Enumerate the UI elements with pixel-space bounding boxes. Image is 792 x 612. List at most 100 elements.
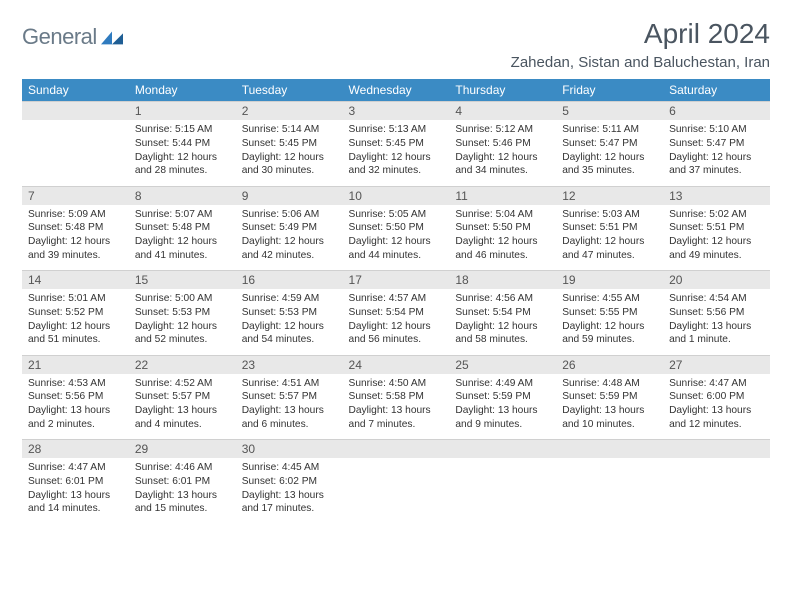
day-number-row: 282930 [22, 440, 770, 459]
weekday-header: Wednesday [343, 79, 450, 102]
day-detail-cell: Sunrise: 5:06 AMSunset: 5:49 PMDaylight:… [236, 205, 343, 271]
daylight-line: Daylight: 12 hours and 39 minutes. [28, 235, 123, 263]
sunrise-line: Sunrise: 4:45 AM [242, 461, 337, 475]
sunset-line: Sunset: 5:48 PM [135, 221, 230, 235]
sunset-line: Sunset: 6:02 PM [242, 475, 337, 489]
sunset-line: Sunset: 5:56 PM [669, 306, 764, 320]
day-detail-row: Sunrise: 5:15 AMSunset: 5:44 PM Daylight:… [22, 120, 770, 186]
sunrise-line: Sunrise: 4:46 AM [135, 461, 230, 475]
day-detail-row: Sunrise: 5:01 AMSunset: 5:52 PMDaylight:… [22, 289, 770, 355]
day-detail-cell: Sunrise: 4:47 AMSunset: 6:01 PMDaylight:… [22, 458, 129, 524]
day-detail-cell: Sunrise: 4:49 AMSunset: 5:59 PMDaylight:… [449, 374, 556, 440]
day-detail-cell: Sunrise: 4:55 AMSunset: 5:55 PMDaylight:… [556, 289, 663, 355]
day-number-cell: 13 [663, 186, 770, 205]
sunset-line: Sunset: 5:57 PM [242, 390, 337, 404]
daylight-line: Daylight: 12 hours and 46 minutes. [455, 235, 550, 263]
sunset-line: Sunset: 5:45 PM [349, 137, 444, 151]
sunset-line: Sunset: 5:54 PM [455, 306, 550, 320]
day-number-cell: 16 [236, 271, 343, 290]
sunrise-line: Sunrise: 4:59 AM [242, 292, 337, 306]
day-detail-cell [663, 458, 770, 524]
day-detail-cell: Sunrise: 4:54 AMSunset: 5:56 PMDaylight:… [663, 289, 770, 355]
daylight-line: Daylight: 12 hours and 34 minutes. [455, 151, 550, 179]
sunset-line: Sunset: 5:51 PM [669, 221, 764, 235]
day-number-row: 21222324252627 [22, 355, 770, 374]
day-detail-cell: Sunrise: 5:01 AMSunset: 5:52 PMDaylight:… [22, 289, 129, 355]
sunrise-line: Sunrise: 5:15 AM [135, 123, 230, 137]
sunset-line: Sunset: 6:01 PM [28, 475, 123, 489]
day-number-cell: 19 [556, 271, 663, 290]
sunrise-line: Sunrise: 4:54 AM [669, 292, 764, 306]
day-number-cell: 12 [556, 186, 663, 205]
day-number-cell: 24 [343, 355, 450, 374]
day-detail-cell [449, 458, 556, 524]
day-number-cell: 26 [556, 355, 663, 374]
day-number-cell [663, 440, 770, 459]
daylight-line: Daylight: 13 hours and 17 minutes. [242, 489, 337, 517]
day-number-cell: 9 [236, 186, 343, 205]
day-detail-row: Sunrise: 4:47 AMSunset: 6:01 PMDaylight:… [22, 458, 770, 524]
day-detail-cell: Sunrise: 5:07 AMSunset: 5:48 PMDaylight:… [129, 205, 236, 271]
weekday-header: Monday [129, 79, 236, 102]
daylight-line: Daylight: 13 hours and 6 minutes. [242, 404, 337, 432]
day-detail-cell: Sunrise: 5:15 AMSunset: 5:44 PMDaylight:… [129, 120, 236, 186]
day-number-cell: 27 [663, 355, 770, 374]
day-number-cell: 14 [22, 271, 129, 290]
day-detail-cell: Sunrise: 4:57 AMSunset: 5:54 PMDaylight:… [343, 289, 450, 355]
sunset-line: Sunset: 5:44 PM [135, 137, 230, 151]
day-detail-cell: Sunrise: 4:47 AMSunset: 6:00 PMDaylight:… [663, 374, 770, 440]
day-number-cell: 3 [343, 102, 450, 121]
day-detail-cell: Sunrise: 5:04 AMSunset: 5:50 PMDaylight:… [449, 205, 556, 271]
sunrise-line: Sunrise: 4:57 AM [349, 292, 444, 306]
sunset-line: Sunset: 5:52 PM [28, 306, 123, 320]
location-label: Zahedan, Sistan and Baluchestan, Iran [511, 54, 770, 71]
sunset-line: Sunset: 5:54 PM [349, 306, 444, 320]
sunrise-line: Sunrise: 4:53 AM [28, 377, 123, 391]
day-detail-cell: Sunrise: 5:00 AMSunset: 5:53 PMDaylight:… [129, 289, 236, 355]
day-detail-cell [556, 458, 663, 524]
day-number-cell: 30 [236, 440, 343, 459]
day-number-cell [22, 102, 129, 121]
sunset-line: Sunset: 5:49 PM [242, 221, 337, 235]
sunset-line: Sunset: 6:00 PM [669, 390, 764, 404]
day-number-cell: 15 [129, 271, 236, 290]
day-detail-cell [22, 120, 129, 186]
daylight-line: Daylight: 13 hours and 14 minutes. [28, 489, 123, 517]
sunset-line: Sunset: 5:50 PM [349, 221, 444, 235]
daylight-line: Daylight: 12 hours and 41 minutes. [135, 235, 230, 263]
sunset-line: Sunset: 5:50 PM [455, 221, 550, 235]
day-number-cell [556, 440, 663, 459]
logo-text-1: General [22, 24, 97, 50]
day-detail-row: Sunrise: 4:53 AMSunset: 5:56 PMDaylight:… [22, 374, 770, 440]
sunset-line: Sunset: 5:53 PM [242, 306, 337, 320]
logo-mark-icon [101, 29, 123, 45]
day-number-cell: 5 [556, 102, 663, 121]
day-number-cell: 7 [22, 186, 129, 205]
day-number-row: 123456 [22, 102, 770, 121]
daylight-line: Daylight: 12 hours and 42 minutes. [242, 235, 337, 263]
daylight-line: Daylight: 13 hours and 1 minute. [669, 320, 764, 348]
day-number-cell: 20 [663, 271, 770, 290]
daylight-line: Daylight: 12 hours and 51 minutes. [28, 320, 123, 348]
day-detail-cell: Sunrise: 5:09 AMSunset: 5:48 PMDaylight:… [22, 205, 129, 271]
daylight-line: Daylight: 13 hours and 10 minutes. [562, 404, 657, 432]
daylight-line: Daylight: 12 hours and 37 minutes. [669, 151, 764, 179]
sunset-line: Sunset: 5:46 PM [455, 137, 550, 151]
sunrise-line: Sunrise: 5:07 AM [135, 208, 230, 222]
day-number-cell [343, 440, 450, 459]
sunrise-line: Sunrise: 5:00 AM [135, 292, 230, 306]
sunrise-line: Sunrise: 4:47 AM [669, 377, 764, 391]
sunset-line: Sunset: 5:51 PM [562, 221, 657, 235]
day-number-cell [449, 440, 556, 459]
sunrise-line: Sunrise: 5:11 AM [562, 123, 657, 137]
day-detail-cell: Sunrise: 5:11 AMSunset: 5:47 PMDaylight:… [556, 120, 663, 186]
day-detail-cell: Sunrise: 4:51 AMSunset: 5:57 PMDaylight:… [236, 374, 343, 440]
sunset-line: Sunset: 5:59 PM [455, 390, 550, 404]
title-block: April 2024 Zahedan, Sistan and Baluchest… [511, 18, 770, 71]
day-number-cell: 22 [129, 355, 236, 374]
sunrise-line: Sunrise: 4:47 AM [28, 461, 123, 475]
sunset-line: Sunset: 6:01 PM [135, 475, 230, 489]
daylight-line: Daylight: 12 hours and 32 minutes. [349, 151, 444, 179]
day-detail-cell: Sunrise: 4:45 AMSunset: 6:02 PMDaylight:… [236, 458, 343, 524]
logo: General Blue [22, 24, 123, 50]
